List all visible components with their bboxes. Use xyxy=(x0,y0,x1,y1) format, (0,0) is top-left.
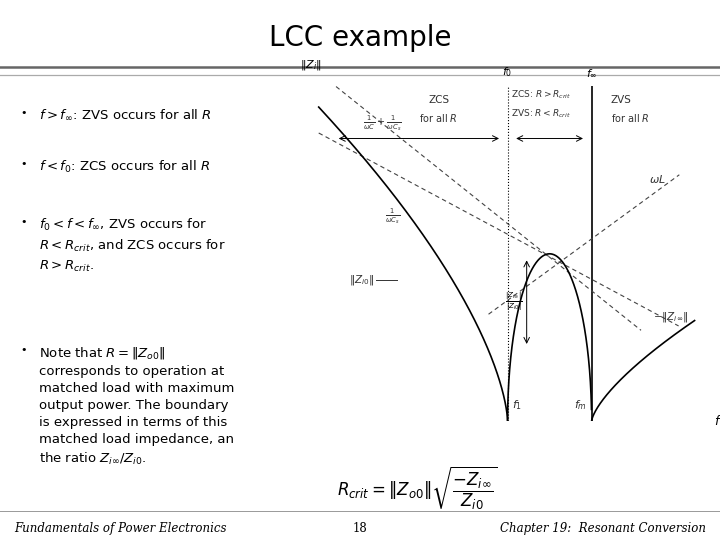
Text: •: • xyxy=(21,217,27,227)
Text: for all $R$: for all $R$ xyxy=(420,112,459,124)
Text: ZVS: $R < R_{crit}$: ZVS: $R < R_{crit}$ xyxy=(511,107,572,120)
Text: $f_{\infty}$: $f_{\infty}$ xyxy=(586,67,598,79)
Text: $f < f_0$: ZCS occurs for all $R$: $f < f_0$: ZCS occurs for all $R$ xyxy=(39,159,210,175)
Text: Fundamentals of Power Electronics: Fundamentals of Power Electronics xyxy=(14,522,227,535)
Text: $\frac{|Z_{i\infty}|}{|Z_{i0}|}$: $\frac{|Z_{i\infty}|}{|Z_{i0}|}$ xyxy=(505,291,523,313)
Text: $\frac{1}{\omega C} + \frac{1}{\omega C_s}$: $\frac{1}{\omega C} + \frac{1}{\omega C_… xyxy=(363,114,402,133)
Text: for all $R$: for all $R$ xyxy=(611,112,649,124)
Text: $f_m$: $f_m$ xyxy=(574,398,587,412)
Text: •: • xyxy=(21,108,27,118)
Text: $f_1$: $f_1$ xyxy=(512,398,522,412)
Text: ZCS: $R > R_{crit}$: ZCS: $R > R_{crit}$ xyxy=(511,89,572,102)
Text: Chapter 19:  Resonant Conversion: Chapter 19: Resonant Conversion xyxy=(500,522,706,535)
Text: •: • xyxy=(21,346,27,355)
Text: ZCS: ZCS xyxy=(428,95,449,105)
Text: $\| Z_i \|$: $\| Z_i \|$ xyxy=(300,58,322,71)
Text: LCC example: LCC example xyxy=(269,24,451,52)
Text: $R_{crit} = \| Z_{o0} \| \sqrt{\dfrac{-Z_{i\infty}}{Z_{i0}}}$: $R_{crit} = \| Z_{o0} \| \sqrt{\dfrac{-Z… xyxy=(338,465,498,512)
Text: $\omega L$: $\omega L$ xyxy=(649,173,665,185)
Text: $f_0 < f < f_{\infty}$, ZVS occurs for
$R< R_{crit}$, and ZCS occurs for
$R> R_{: $f_0 < f < f_{\infty}$, ZVS occurs for $… xyxy=(39,217,226,274)
Text: $f$: $f$ xyxy=(714,414,720,428)
Text: $\frac{1}{\omega C_s}$: $\frac{1}{\omega C_s}$ xyxy=(385,207,400,226)
Text: Note that $R = \| Z_{o0} \|$
corresponds to operation at
matched load with maxim: Note that $R = \| Z_{o0} \|$ corresponds… xyxy=(39,346,235,467)
Text: $f > f_{\infty}$: ZVS occurs for all $R$: $f > f_{\infty}$: ZVS occurs for all $R$ xyxy=(39,108,212,123)
Text: $\| Z_{i0} \|$: $\| Z_{i0} \|$ xyxy=(349,273,374,287)
Text: ZVS: ZVS xyxy=(611,95,631,105)
Text: •: • xyxy=(21,159,27,169)
Text: $-\| Z_{i\infty} \|$: $-\| Z_{i\infty} \|$ xyxy=(652,310,688,324)
Text: $f_0$: $f_0$ xyxy=(503,65,513,79)
Text: 18: 18 xyxy=(353,522,367,535)
